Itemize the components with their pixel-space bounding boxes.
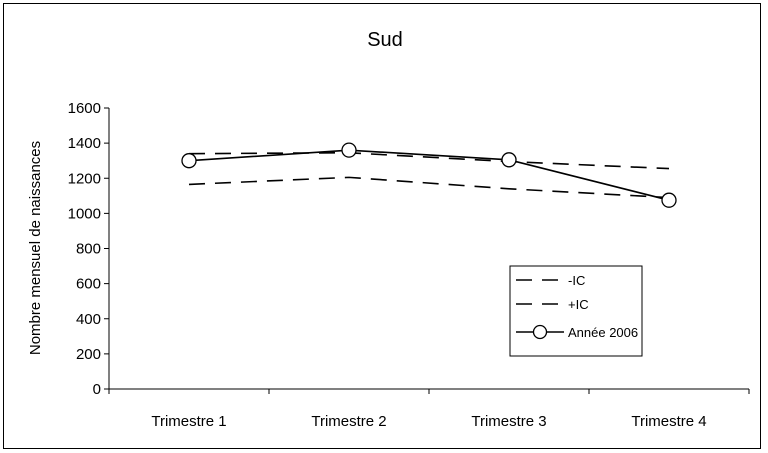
y-tick-label: 0	[93, 381, 101, 398]
chart-frame: Sud Nombre mensuel de naissances 0 200 400…	[3, 3, 761, 449]
series-marker	[341, 142, 357, 158]
legend-box	[509, 265, 643, 357]
x-tick-label: Trimestre 1	[151, 413, 226, 430]
series-line-0	[188, 176, 670, 199]
legend-label: Année 2006	[568, 325, 638, 340]
axes: 0 200 400 600 800 1000 1200 1400 1600 Trimestre 1…	[68, 100, 750, 430]
y-tick-label: 1400	[68, 135, 101, 152]
series-marker	[181, 153, 197, 169]
legend-label: -IC	[568, 273, 585, 288]
legend-marker	[532, 324, 548, 340]
x-tick-label: Trimestre 4	[631, 413, 706, 430]
y-tick-label: 600	[76, 276, 101, 293]
chart-svg: Sud Nombre mensuel de naissances 0 200 400…	[27, 29, 750, 430]
x-tick-label: Trimestre 3	[471, 413, 546, 430]
y-tick-label: 200	[76, 346, 101, 363]
y-tick-label: 1000	[68, 205, 101, 222]
y-axis-label: Nombre mensuel de naissances	[27, 141, 44, 355]
chart-title: Sud	[367, 29, 403, 51]
y-tick-label: 800	[76, 241, 101, 258]
series-line-2	[188, 149, 670, 201]
legend-label: +IC	[568, 297, 589, 312]
y-tick-label: 1200	[68, 170, 101, 187]
y-tick-label: 400	[76, 311, 101, 328]
series-marker	[501, 152, 517, 168]
series-marker	[661, 192, 677, 208]
series-layer	[181, 142, 677, 208]
series-line-1	[188, 151, 670, 170]
x-tick-label: Trimestre 2	[311, 413, 386, 430]
y-tick-label: 1600	[68, 100, 101, 117]
legend: -IC +IC Année 2006	[509, 265, 643, 357]
